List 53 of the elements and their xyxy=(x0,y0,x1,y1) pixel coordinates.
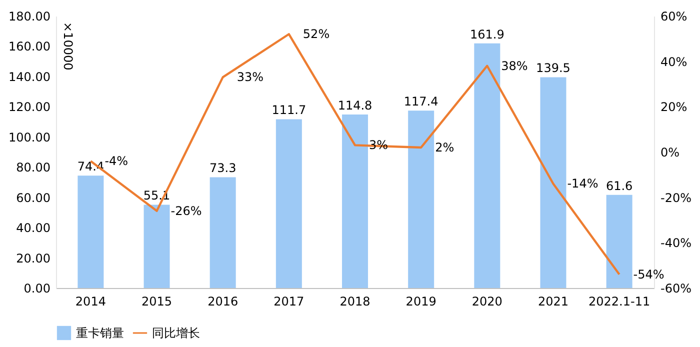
y-tick-label: 60.00 xyxy=(16,190,50,205)
data-label: 117.4 xyxy=(404,94,438,109)
y-tick-label: 0.00 xyxy=(24,282,50,296)
y-tick-label: 100.00 xyxy=(8,130,50,144)
y-tick-label: 80.00 xyxy=(16,160,50,175)
data-label: 139.5 xyxy=(536,61,570,76)
y-tick-label: 40.00 xyxy=(16,221,50,236)
bar xyxy=(144,204,170,288)
y2-tick-label: -20% xyxy=(660,190,692,205)
bar xyxy=(606,194,632,288)
data-label: -54% xyxy=(633,267,664,282)
y2-tick-label: -40% xyxy=(660,236,692,250)
data-label: 38% xyxy=(501,58,528,73)
data-label: -4% xyxy=(104,154,128,168)
x-tick-label: 2022.1-11 xyxy=(588,294,650,308)
data-label: 61.6 xyxy=(606,178,633,193)
y2-tick-label: -60% xyxy=(660,282,692,296)
x-tick-label: 2021 xyxy=(538,294,569,308)
y2-tick-label: 60% xyxy=(660,10,688,24)
data-label: 33% xyxy=(236,70,264,84)
y-tick-label: 160.00 xyxy=(8,40,50,54)
x-tick-label: 2017 xyxy=(274,294,304,308)
y-tick-label: 140.00 xyxy=(8,70,50,84)
y2-tick-label: 40% xyxy=(660,54,688,69)
bar xyxy=(474,43,500,288)
data-label: 161.9 xyxy=(470,27,504,42)
x-tick-label: 2019 xyxy=(406,294,436,308)
data-label: -14% xyxy=(567,176,598,191)
x-tick-label: 2015 xyxy=(141,294,172,308)
y2-tick-label: 20% xyxy=(660,100,688,114)
bar xyxy=(540,77,566,288)
x-tick-label: 2016 xyxy=(208,294,238,308)
annotation: ×10000 xyxy=(61,22,75,70)
legend-label: 同比增长 xyxy=(152,326,200,340)
legend-label: 重卡销量 xyxy=(76,326,124,340)
data-label: 114.8 xyxy=(338,98,372,113)
bar xyxy=(342,114,368,288)
data-label: 52% xyxy=(302,27,330,42)
bar xyxy=(408,110,434,288)
bar xyxy=(276,119,302,288)
y-tick-label: 20.00 xyxy=(16,251,50,266)
data-label: 2% xyxy=(435,140,454,154)
data-label: -26% xyxy=(170,204,202,218)
y2-tick-label: 0% xyxy=(660,146,680,160)
y-tick-label: 180.00 xyxy=(8,10,50,24)
bar xyxy=(78,176,104,288)
x-tick-label: 2014 xyxy=(75,294,106,308)
data-label: 73.3 xyxy=(209,161,236,176)
x-tick-label: 2020 xyxy=(472,294,502,308)
bar xyxy=(210,177,236,288)
x-tick-label: 2018 xyxy=(340,294,370,308)
y-tick-label: 120.00 xyxy=(8,100,50,114)
data-label: 111.7 xyxy=(272,103,306,118)
